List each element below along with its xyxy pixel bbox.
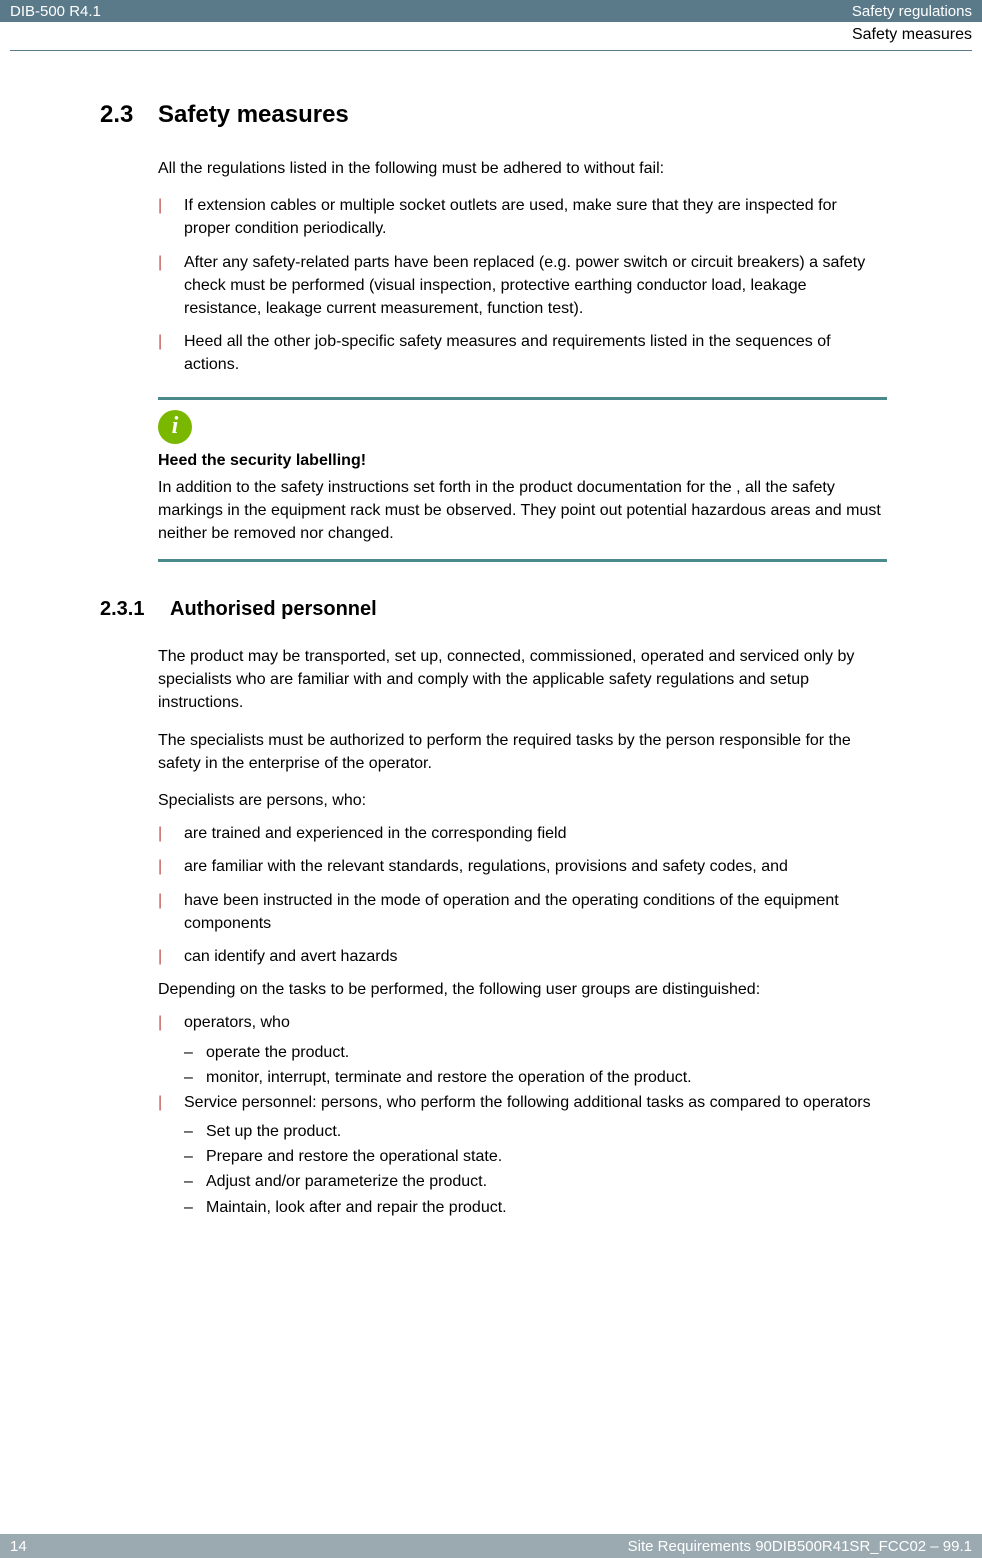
info-box: i Heed the security labelling! In additi… — [158, 397, 887, 563]
bullet-icon: | — [158, 1091, 184, 1114]
list-item: |are trained and experienced in the corr… — [158, 822, 887, 845]
sub-bullet-text: operate the product. — [206, 1041, 887, 1064]
paragraph: The specialists must be authorized to pe… — [158, 729, 887, 775]
usergroup-bullets: | operators, who — [158, 1011, 887, 1034]
bullet-text: are familiar with the relevant standards… — [184, 855, 887, 878]
list-item: –Prepare and restore the operational sta… — [184, 1145, 887, 1168]
subsection-body: The product may be transported, set up, … — [158, 645, 887, 1219]
list-item: |After any safety-related parts have bee… — [158, 251, 887, 321]
paragraph: The product may be transported, set up, … — [158, 645, 887, 715]
sub-bullet-text: Prepare and restore the operational stat… — [206, 1145, 887, 1168]
list-item: |are familiar with the relevant standard… — [158, 855, 887, 878]
section-title: Safety measures — [158, 101, 349, 129]
section-body: All the regulations listed in the follow… — [158, 157, 887, 377]
dash-icon: – — [184, 1120, 206, 1143]
list-item: –Maintain, look after and repair the pro… — [184, 1196, 887, 1219]
bullet-text: Service personnel: persons, who perform … — [184, 1091, 887, 1114]
dash-icon: – — [184, 1041, 206, 1064]
header-left: DIB-500 R4.1 — [10, 3, 101, 20]
subsection-number: 2.3.1 — [100, 598, 170, 621]
section-heading: 2.3 Safety measures — [100, 101, 887, 129]
page-number: 14 — [10, 1538, 50, 1555]
list-item: |can identify and avert hazards — [158, 945, 887, 968]
bullet-text: Heed all the other job-specific safety m… — [184, 330, 887, 376]
list-item: –Adjust and/or parameterize the product. — [184, 1170, 887, 1193]
section-bullets: |If extension cables or multiple socket … — [158, 194, 887, 376]
header-right: Safety regulations — [852, 3, 972, 20]
subsection-heading: 2.3.1 Authorised personnel — [100, 598, 887, 621]
info-title: Heed the security labelling! — [158, 452, 887, 470]
list-item: –operate the product. — [184, 1041, 887, 1064]
specialist-bullets: |are trained and experienced in the corr… — [158, 822, 887, 968]
bullet-text: can identify and avert hazards — [184, 945, 887, 968]
bullet-icon: | — [158, 855, 184, 878]
sub-bullets: –Set up the product. –Prepare and restor… — [184, 1120, 887, 1219]
bullet-icon: | — [158, 194, 184, 240]
dash-icon: – — [184, 1196, 206, 1219]
usergroup-bullets: | Service personnel: persons, who perfor… — [158, 1091, 887, 1114]
paragraph: Depending on the tasks to be performed, … — [158, 978, 887, 1001]
bullet-icon: | — [158, 330, 184, 376]
info-icon-glyph: i — [172, 413, 179, 440]
paragraph: Specialists are persons, who: — [158, 789, 887, 812]
header-subtitle-row: Safety measures — [10, 22, 972, 51]
bullet-text: If extension cables or multiple socket o… — [184, 194, 887, 240]
bullet-text: After any safety-related parts have been… — [184, 251, 887, 321]
sub-bullet-text: monitor, interrupt, terminate and restor… — [206, 1066, 887, 1089]
bullet-text: have been instructed in the mode of oper… — [184, 889, 887, 935]
list-item: | operators, who — [158, 1011, 887, 1034]
bullet-icon: | — [158, 945, 184, 968]
dash-icon: – — [184, 1145, 206, 1168]
bullet-icon: | — [158, 251, 184, 321]
info-text: In addition to the safety instructions s… — [158, 476, 887, 546]
list-item: | Service personnel: persons, who perfor… — [158, 1091, 887, 1114]
section-number: 2.3 — [100, 101, 158, 129]
header-subtitle: Safety measures — [852, 26, 972, 43]
sub-bullets: –operate the product. –monitor, interrup… — [184, 1041, 887, 1089]
header-bar: DIB-500 R4.1 Safety regulations — [0, 0, 982, 22]
list-item: |Heed all the other job-specific safety … — [158, 330, 887, 376]
dash-icon: – — [184, 1066, 206, 1089]
list-item: |have been instructed in the mode of ope… — [158, 889, 887, 935]
list-item: |If extension cables or multiple socket … — [158, 194, 887, 240]
bullet-text: are trained and experienced in the corre… — [184, 822, 887, 845]
bullet-icon: | — [158, 889, 184, 935]
sub-bullet-text: Set up the product. — [206, 1120, 887, 1143]
list-item: –monitor, interrupt, terminate and resto… — [184, 1066, 887, 1089]
list-item: –Set up the product. — [184, 1120, 887, 1143]
subsection-title: Authorised personnel — [170, 598, 377, 621]
section-intro: All the regulations listed in the follow… — [158, 157, 887, 180]
dash-icon: – — [184, 1170, 206, 1193]
bullet-icon: | — [158, 822, 184, 845]
bullet-text: operators, who — [184, 1011, 887, 1034]
sub-bullet-text: Maintain, look after and repair the prod… — [206, 1196, 887, 1219]
footer-text: Site Requirements 90DIB500R41SR_FCC02 – … — [628, 1538, 972, 1555]
page-content: 2.3 Safety measures All the regulations … — [0, 51, 982, 1241]
sub-bullet-text: Adjust and/or parameterize the product. — [206, 1170, 887, 1193]
info-icon: i — [158, 410, 192, 444]
bullet-icon: | — [158, 1011, 184, 1034]
footer-bar: 14 Site Requirements 90DIB500R41SR_FCC02… — [0, 1534, 982, 1558]
